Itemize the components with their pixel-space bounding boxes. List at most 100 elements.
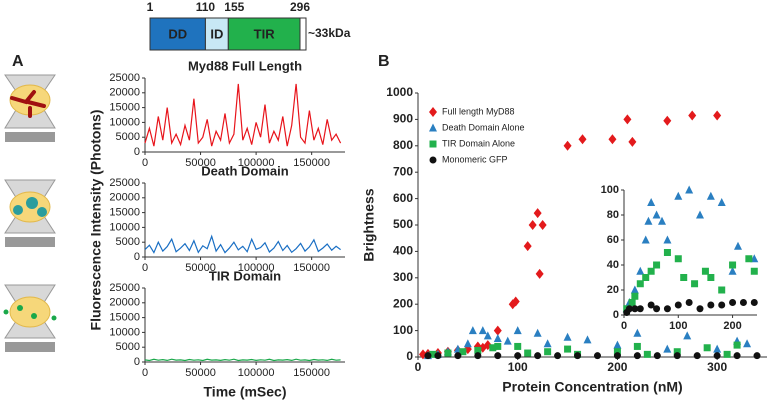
y-tick-label: 25000 — [109, 177, 140, 189]
point — [685, 185, 694, 194]
x-tick-label: 0 — [142, 157, 148, 169]
trace — [144, 83, 342, 147]
domain — [149, 17, 206, 51]
point — [533, 328, 542, 337]
x-tick-label: 0 — [142, 367, 148, 379]
y-tick-label: 10000 — [109, 326, 140, 338]
y-tick-label: 10000 — [109, 221, 140, 233]
point — [554, 352, 562, 360]
point — [514, 352, 522, 360]
x-tick-label: 100000 — [238, 157, 275, 169]
point — [728, 266, 737, 275]
point — [474, 346, 482, 354]
point — [593, 352, 601, 360]
point — [628, 136, 637, 147]
point — [663, 115, 672, 126]
point — [674, 191, 683, 200]
point — [434, 352, 442, 360]
point — [623, 114, 632, 125]
point — [693, 352, 701, 360]
x-axis-label: Time (mSec) — [204, 384, 287, 400]
point — [683, 331, 692, 340]
point — [745, 255, 753, 263]
point — [642, 274, 650, 281]
residue-label: 1 — [147, 0, 154, 14]
point — [564, 345, 572, 353]
chart-title: Death Domain — [201, 163, 288, 178]
y-tick-label: 10000 — [109, 116, 140, 128]
point — [533, 208, 542, 219]
y-tick-label: 100 — [601, 184, 619, 196]
y-tick-label: 20 — [607, 284, 619, 296]
y-tick-label: 400 — [393, 244, 413, 258]
y-tick-label: 300 — [393, 270, 413, 284]
y-axis-label: Brightness — [361, 188, 377, 261]
x-tick-label: 100000 — [238, 367, 275, 379]
point — [636, 280, 644, 288]
point — [643, 350, 651, 358]
x-tick-label: 200 — [723, 320, 741, 332]
x-tick-label: 150000 — [293, 262, 330, 274]
point — [503, 336, 512, 345]
legend-marker — [429, 107, 437, 117]
point — [647, 267, 655, 275]
point — [753, 352, 761, 360]
point — [718, 286, 726, 294]
domain-tail — [299, 17, 307, 51]
domain — [227, 17, 301, 51]
point — [739, 299, 747, 306]
y-tick-label: 15000 — [109, 312, 140, 324]
trace — [144, 358, 341, 362]
y-tick-label: 5000 — [116, 236, 140, 248]
y-tick-label: 800 — [393, 138, 413, 152]
point — [653, 352, 661, 360]
point — [625, 305, 633, 313]
domain-label: TIR — [254, 26, 276, 41]
x-tick-label: 200 — [607, 360, 627, 374]
panel-label: A — [12, 53, 24, 70]
point — [578, 134, 587, 145]
legend-marker — [429, 123, 437, 132]
y-tick-label: 0 — [406, 349, 413, 363]
point — [574, 352, 582, 360]
point — [630, 285, 639, 294]
residue-label: 155 — [224, 0, 244, 14]
point — [613, 352, 621, 360]
point — [706, 191, 715, 200]
legend-label: TIR Domain Alone — [442, 138, 515, 148]
point — [631, 305, 639, 313]
point — [454, 352, 462, 360]
y-tick-label: 600 — [393, 191, 413, 205]
point — [750, 299, 758, 306]
point — [696, 305, 704, 313]
x-axis-label: Protein Concentration (nM) — [502, 379, 682, 395]
y-tick-label: 5000 — [116, 341, 140, 353]
x-tick-label: 50000 — [185, 262, 216, 274]
legend-label: Monomeric GFP — [442, 154, 508, 164]
y-tick-label: 15000 — [109, 207, 140, 219]
x-tick-label: 0 — [415, 360, 422, 374]
point — [513, 326, 522, 335]
point — [528, 220, 537, 230]
y-tick-label: 100 — [393, 323, 413, 337]
point — [429, 350, 437, 358]
point — [489, 344, 497, 352]
point — [663, 235, 672, 244]
point — [680, 274, 688, 281]
point — [633, 328, 642, 337]
point — [563, 332, 572, 341]
cartoon-death-domain — [4, 179, 56, 247]
point — [538, 220, 547, 230]
point — [729, 261, 737, 269]
point — [653, 261, 661, 269]
y-tick-label: 25000 — [109, 282, 140, 294]
point — [703, 344, 711, 352]
point — [444, 349, 452, 357]
point — [608, 134, 617, 145]
chart-title: Myd88 Full Length — [188, 58, 302, 73]
y-tick-label: 0 — [134, 251, 140, 263]
cartoon-full-length — [4, 74, 56, 142]
point — [494, 342, 502, 350]
point — [613, 340, 622, 349]
